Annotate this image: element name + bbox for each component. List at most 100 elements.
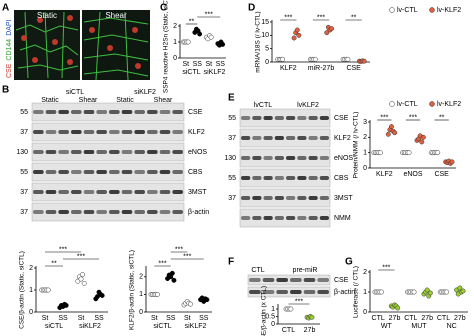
blot-band bbox=[303, 278, 316, 282]
mw-marker: 55 bbox=[20, 109, 28, 116]
blot-band bbox=[71, 210, 82, 214]
y-tick-label: 0 bbox=[363, 309, 367, 316]
blot-band bbox=[286, 216, 296, 220]
blot-band bbox=[71, 150, 82, 154]
blot-band bbox=[58, 170, 69, 174]
blot-band bbox=[159, 190, 171, 194]
panel-label: D bbox=[248, 3, 255, 14]
y-tick-label: 0 bbox=[29, 309, 33, 316]
data-point bbox=[411, 289, 417, 295]
blot-band bbox=[319, 116, 329, 120]
significance: *** bbox=[382, 264, 390, 271]
blot-band bbox=[252, 156, 262, 160]
band-label: CSE bbox=[188, 109, 203, 116]
x-tick-label: SS bbox=[58, 315, 68, 322]
y-axis-label: Protein/NMM (/ lv-CTL) bbox=[353, 112, 360, 179]
band-label: KLF2 bbox=[188, 129, 205, 136]
blot-band bbox=[58, 130, 69, 134]
mw-marker: 37 bbox=[228, 135, 236, 142]
blot-band bbox=[274, 116, 284, 120]
blot-band bbox=[319, 136, 329, 140]
panel-label: B bbox=[2, 85, 9, 96]
data-point bbox=[427, 290, 433, 296]
x-tick-label: St bbox=[205, 61, 212, 68]
group-label: CTL bbox=[251, 267, 264, 274]
band-label: CBS bbox=[334, 175, 349, 182]
data-point bbox=[424, 287, 430, 293]
significance: *** bbox=[59, 246, 67, 253]
legend-marker bbox=[389, 101, 395, 107]
y-tick-label: 0.5 bbox=[265, 313, 275, 320]
group-label: WT bbox=[381, 323, 393, 330]
y-axis-label: KLF2/β-actin (Static, siCTL) bbox=[129, 250, 136, 330]
significance: ** bbox=[51, 260, 57, 267]
significance: *** bbox=[77, 253, 85, 260]
blot-band bbox=[121, 110, 133, 114]
blot-band bbox=[274, 156, 284, 160]
band-label: β-actin bbox=[334, 289, 355, 296]
blot-band bbox=[159, 210, 171, 214]
condition-label: Shear bbox=[154, 97, 173, 104]
blot-band bbox=[83, 150, 95, 154]
blot-band bbox=[96, 110, 107, 114]
group-label: siKLF2 bbox=[204, 69, 226, 76]
condition-label: Static bbox=[37, 11, 57, 20]
significance: *** bbox=[295, 298, 303, 305]
y-tick-label: 0 bbox=[271, 321, 275, 328]
blot-band bbox=[109, 170, 120, 174]
blot-band bbox=[286, 196, 296, 200]
blot-band bbox=[147, 110, 158, 114]
data-point bbox=[78, 276, 84, 282]
blot-band bbox=[252, 216, 262, 220]
data-point bbox=[392, 130, 398, 136]
x-tick-label: SS bbox=[193, 61, 203, 68]
y-axis-label: SSP4 reactive H2Sn (Static, siCTL) bbox=[163, 0, 170, 93]
x-tick-label: KLF2 bbox=[280, 65, 297, 72]
data-point bbox=[81, 280, 87, 286]
blot-band bbox=[159, 110, 171, 114]
blot-band bbox=[121, 130, 133, 134]
band-label: eNOS bbox=[334, 155, 353, 162]
blot-band bbox=[297, 116, 307, 120]
blot-band bbox=[286, 116, 296, 120]
blot-band bbox=[172, 150, 183, 154]
blot-band bbox=[319, 176, 329, 180]
blot-band bbox=[263, 176, 273, 180]
blot-band bbox=[172, 210, 183, 214]
x-tick-label: KLF2 bbox=[376, 171, 393, 178]
blot-band bbox=[58, 210, 69, 214]
data-point bbox=[449, 159, 455, 165]
data-point bbox=[288, 306, 294, 312]
condition-label: Static bbox=[41, 97, 59, 104]
blot-band bbox=[71, 110, 82, 114]
x-tick-label: CTL bbox=[372, 315, 385, 322]
y-tick-label: 0 bbox=[139, 309, 143, 316]
blot-band bbox=[121, 170, 133, 174]
blot-band bbox=[83, 170, 95, 174]
data-point bbox=[155, 291, 160, 297]
x-tick-label: CSE bbox=[434, 171, 449, 178]
blot-band bbox=[241, 176, 251, 180]
stain-label: CD144 bbox=[6, 39, 13, 61]
group-label: siKLF2 bbox=[79, 323, 101, 330]
significance: ** bbox=[351, 14, 357, 21]
blot-strip bbox=[239, 168, 331, 188]
stain-label: CSE bbox=[6, 63, 13, 78]
blot-strip bbox=[247, 274, 331, 286]
blot-band bbox=[33, 130, 44, 134]
data-point bbox=[169, 270, 175, 276]
y-tick-label: 15 bbox=[261, 19, 269, 26]
blot-band bbox=[252, 116, 262, 120]
x-tick-label: CTL bbox=[282, 327, 295, 334]
blot-band bbox=[286, 176, 296, 180]
group-label: siKLF2 bbox=[134, 89, 156, 96]
axis bbox=[145, 266, 212, 313]
blot-band bbox=[33, 170, 44, 174]
blot-band bbox=[96, 170, 107, 174]
y-tick-label: 2 bbox=[29, 265, 33, 272]
y-tick-label: 3 bbox=[363, 119, 367, 126]
data-point bbox=[63, 302, 69, 308]
data-point bbox=[204, 297, 210, 303]
x-tick-label: CTL bbox=[404, 315, 417, 322]
group-label: siCTL bbox=[153, 323, 171, 330]
